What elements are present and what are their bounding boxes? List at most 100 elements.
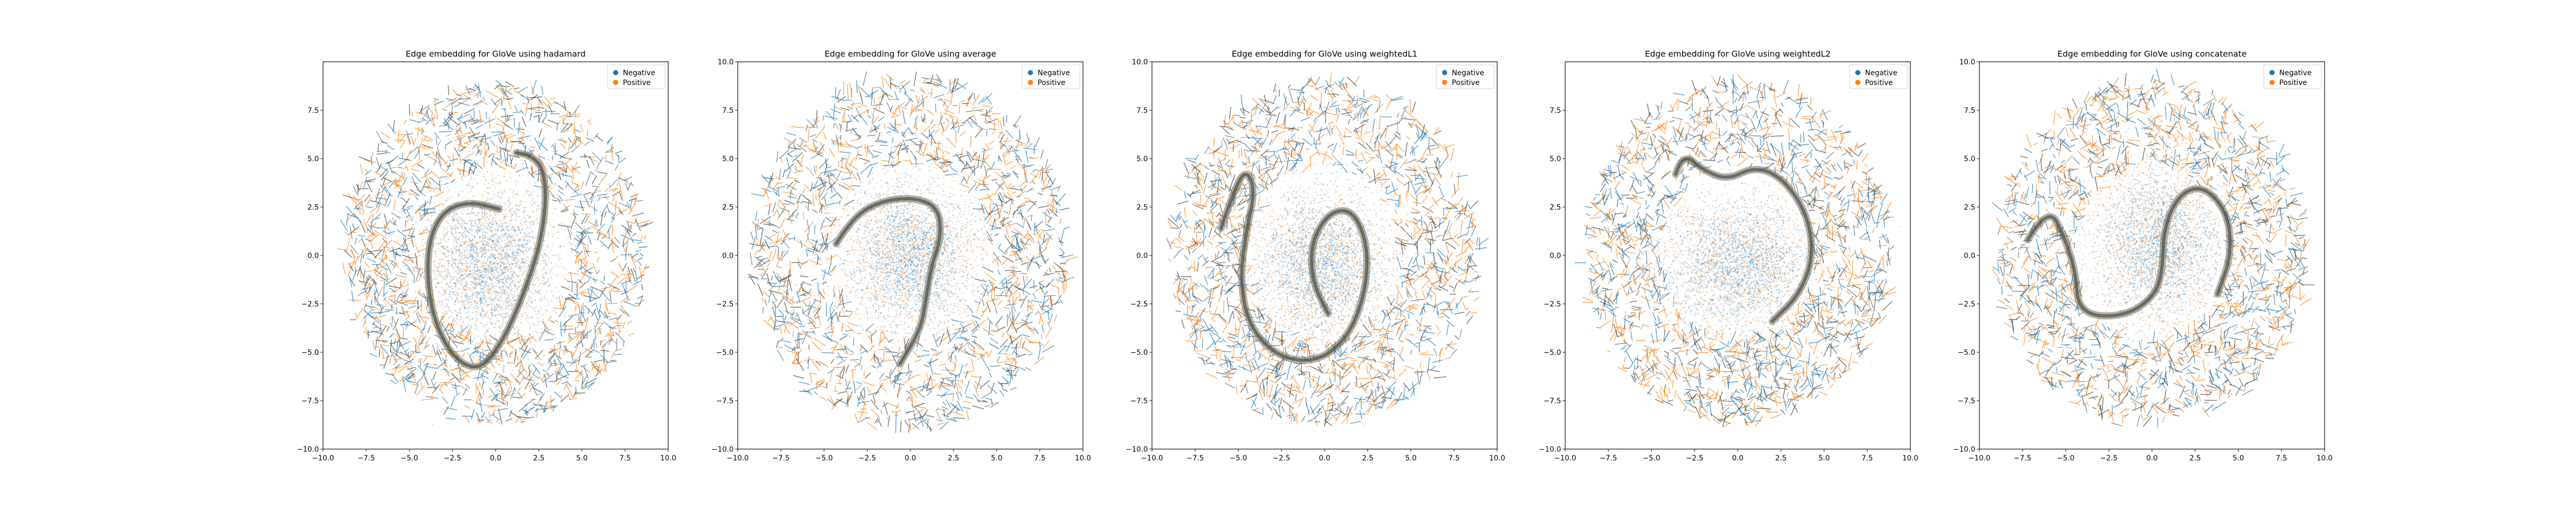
scatter-strand bbox=[452, 89, 459, 96]
scatter-strand bbox=[620, 305, 629, 317]
positive-point bbox=[501, 314, 503, 316]
scatter-point bbox=[528, 174, 530, 176]
negative-point bbox=[531, 302, 533, 304]
scatter-strand bbox=[459, 368, 462, 382]
scatter-point bbox=[562, 201, 564, 202]
scatter-strand bbox=[446, 134, 451, 136]
scatter-point bbox=[484, 166, 486, 167]
positive-point bbox=[579, 374, 581, 376]
scatter-strand bbox=[464, 415, 470, 423]
scatter-strand bbox=[400, 272, 408, 275]
scatter-point bbox=[523, 182, 525, 183]
negative-point bbox=[490, 256, 493, 258]
scatter-strand bbox=[484, 416, 489, 421]
positive-point bbox=[476, 342, 477, 344]
scatter-strand bbox=[476, 150, 480, 156]
negative-point bbox=[477, 213, 479, 215]
scatter-strand bbox=[354, 237, 357, 245]
scatter-point bbox=[508, 222, 510, 224]
negative-point bbox=[511, 253, 513, 255]
positive-point bbox=[436, 195, 438, 197]
negative-point bbox=[504, 279, 506, 281]
negative-point bbox=[463, 224, 464, 225]
negative-point bbox=[477, 215, 479, 217]
negative-point bbox=[490, 309, 493, 311]
negative-point bbox=[482, 216, 484, 218]
scatter-point bbox=[555, 310, 557, 311]
scatter-strand bbox=[424, 186, 436, 190]
scatter-strand bbox=[438, 349, 442, 355]
positive-point bbox=[493, 232, 494, 234]
scatter-strand bbox=[374, 171, 383, 176]
scatter-point bbox=[455, 338, 457, 340]
negative-point bbox=[444, 241, 446, 242]
negative-point bbox=[496, 307, 498, 309]
positive-point bbox=[490, 229, 492, 231]
negative-point bbox=[498, 241, 499, 243]
negative-point bbox=[498, 327, 500, 329]
positive-point bbox=[504, 171, 505, 173]
scatter-point bbox=[468, 157, 470, 159]
scatter-strand bbox=[402, 376, 411, 383]
positive-point bbox=[486, 244, 488, 246]
positive-point bbox=[432, 270, 434, 271]
scatter-strand bbox=[382, 349, 384, 358]
negative-point bbox=[515, 262, 517, 264]
positive-point bbox=[495, 265, 497, 267]
positive-point bbox=[499, 314, 501, 315]
positive-point bbox=[497, 310, 499, 312]
negative-point bbox=[538, 311, 540, 312]
scatter-strand bbox=[394, 284, 398, 291]
scatter-strand bbox=[384, 239, 393, 248]
scatter-strand bbox=[485, 336, 489, 348]
positive-point bbox=[485, 161, 487, 163]
positive-point bbox=[529, 297, 531, 299]
scatter-strand bbox=[490, 406, 500, 407]
positive-point bbox=[394, 348, 396, 350]
scatter-strand bbox=[575, 369, 584, 378]
scatter-point bbox=[540, 271, 541, 272]
scatter-strand bbox=[423, 106, 428, 110]
positive-point bbox=[482, 157, 484, 159]
scatter-strand bbox=[381, 324, 389, 328]
scatter-point bbox=[561, 274, 562, 276]
negative-point bbox=[515, 260, 516, 261]
scatter-strand bbox=[567, 281, 577, 283]
negative-point bbox=[509, 296, 510, 298]
scatter-strand bbox=[590, 338, 596, 350]
scatter-strand bbox=[473, 144, 478, 147]
scatter-strand bbox=[359, 220, 366, 233]
scatter-strand bbox=[563, 346, 569, 352]
positive-point bbox=[471, 213, 473, 215]
scatter-strand bbox=[620, 273, 632, 276]
negative-point bbox=[499, 155, 501, 157]
scatter-strand bbox=[616, 172, 622, 186]
scatter-strand bbox=[539, 137, 545, 148]
negative-point bbox=[466, 263, 467, 265]
negative-point bbox=[453, 212, 454, 213]
scatter-strand bbox=[562, 112, 569, 124]
negative-point bbox=[520, 246, 522, 247]
scatter-point bbox=[456, 144, 458, 145]
negative-point bbox=[474, 328, 476, 330]
negative-point bbox=[508, 278, 510, 280]
negative-point bbox=[449, 296, 451, 298]
scatter-point bbox=[461, 351, 463, 353]
negative-point bbox=[424, 300, 426, 302]
scatter-point bbox=[520, 311, 521, 312]
scatter-strand bbox=[631, 239, 642, 241]
negative-point bbox=[481, 307, 483, 309]
scatter-strand bbox=[558, 195, 564, 201]
negative-point bbox=[439, 301, 441, 303]
negative-point bbox=[507, 304, 509, 306]
scatter-point bbox=[426, 325, 427, 327]
negative-point bbox=[469, 298, 471, 300]
scatter-strand bbox=[611, 212, 616, 224]
scatter-point bbox=[575, 262, 577, 264]
scatter-strand bbox=[609, 291, 612, 303]
negative-point bbox=[439, 316, 442, 317]
negative-point bbox=[509, 209, 511, 211]
scatter-strand bbox=[591, 308, 597, 317]
scatter-point bbox=[557, 201, 558, 202]
negative-point bbox=[476, 290, 478, 293]
